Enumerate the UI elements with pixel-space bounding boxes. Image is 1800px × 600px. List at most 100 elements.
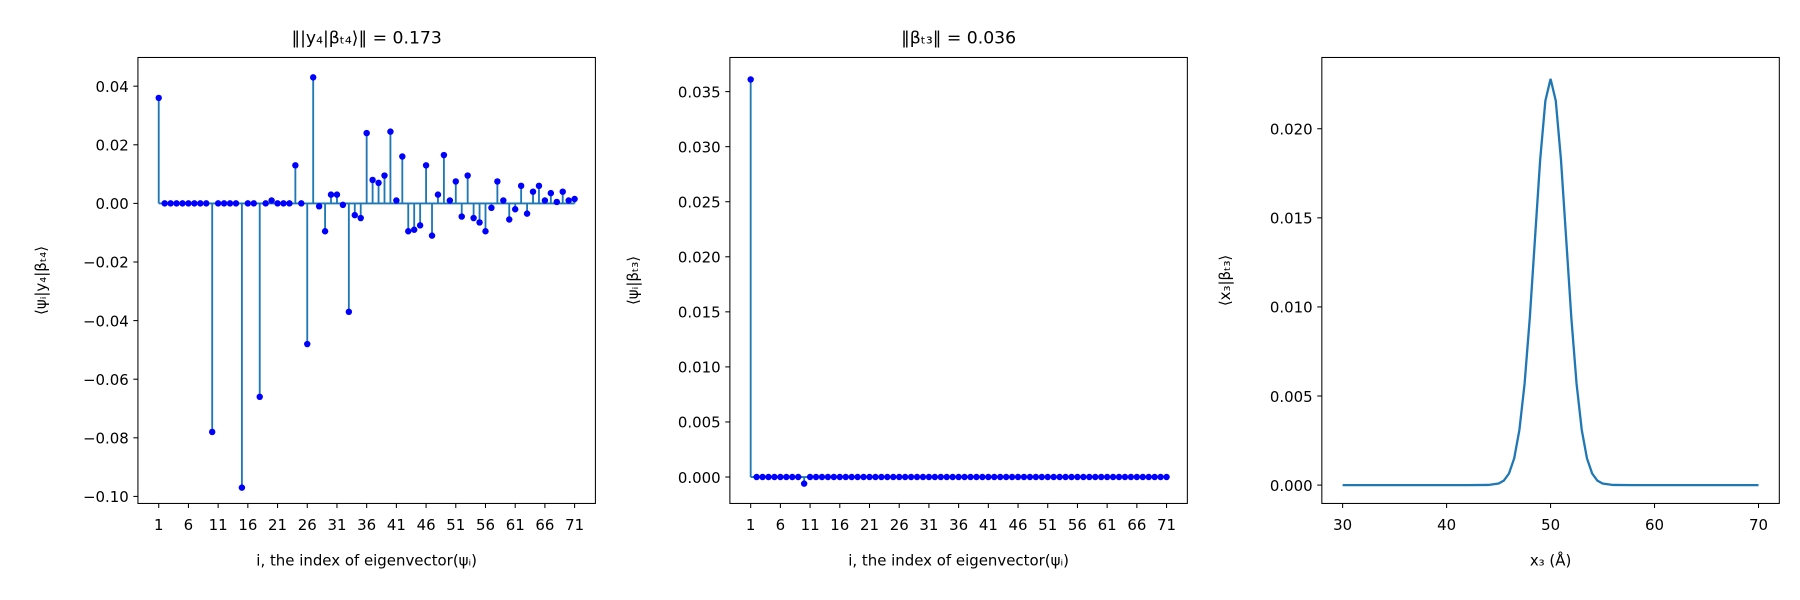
subplot: x₃ (Å) ⟨x₃|βₜ₃⟩ 30 40 50 60 70 0.000 0.005 0.010 0… — [1216, 56, 1780, 570]
stem-marker — [232, 200, 240, 207]
stem-marker — [529, 188, 537, 195]
stem-marker — [494, 178, 501, 185]
stem-marker — [458, 213, 465, 220]
stem-marker — [1026, 473, 1034, 481]
stem-marker — [973, 473, 980, 481]
stem-marker — [351, 211, 359, 219]
stem-marker — [1002, 473, 1010, 481]
stem-marker — [1109, 473, 1117, 481]
stem-marker — [878, 473, 885, 481]
stem-marker — [191, 200, 198, 207]
stem-marker — [1151, 473, 1158, 481]
stem-marker — [422, 162, 430, 169]
stem-marker — [226, 200, 234, 207]
x-tick-label: 41 — [387, 516, 406, 534]
y-axis-label: ⟨x₃|βₜ₃⟩ — [1216, 255, 1234, 306]
stem-marker — [824, 473, 832, 481]
x-tick-label: 61 — [506, 516, 525, 534]
stem-marker — [1068, 473, 1075, 481]
stem-marker — [955, 473, 962, 481]
stem-marker — [393, 197, 400, 204]
x-tick-label: 11 — [801, 516, 820, 534]
x-tick-label: 71 — [565, 516, 584, 534]
x-tick-label: 60 — [1645, 516, 1664, 534]
stem-marker — [571, 195, 578, 203]
stem-marker — [919, 473, 927, 481]
x-tick-label: 6 — [776, 516, 786, 534]
stem-marker — [434, 191, 442, 198]
y-tick-label: −0.06 — [83, 371, 129, 389]
stem-marker — [470, 214, 477, 222]
stem-marker — [777, 473, 784, 481]
stem-marker — [854, 473, 861, 481]
stem-marker — [967, 473, 974, 481]
stem-marker — [416, 222, 424, 229]
stem-marker — [747, 76, 754, 83]
stem-marker — [1163, 473, 1170, 481]
y-tick-label: −0.02 — [83, 254, 129, 272]
y-tick-label: 0.030 — [678, 138, 721, 156]
x-tick-label: 1 — [746, 516, 756, 534]
stem-marker — [250, 200, 258, 207]
stem-marker — [488, 204, 495, 212]
x-axis-label: i, the index of eigenvector(ψᵢ) — [256, 552, 477, 570]
x-axis-label: i, the index of eigenvector(ψᵢ) — [848, 552, 1069, 570]
stem-marker — [925, 473, 933, 481]
subplot-title: ‖βₜ₃‖ = 0.036 — [901, 29, 1016, 49]
stem-marker — [1020, 473, 1028, 481]
stem-marker — [452, 178, 460, 185]
stem-marker — [890, 473, 897, 481]
y-tick-label: 0.015 — [1270, 210, 1313, 228]
stem-marker — [1133, 473, 1141, 481]
y-tick-label: 0.020 — [1270, 120, 1313, 138]
stem-marker — [866, 473, 873, 481]
stem-marker — [268, 197, 275, 204]
y-tick-label: 0.000 — [1270, 477, 1313, 495]
line — [1342, 78, 1759, 487]
stem-marker — [292, 162, 299, 169]
stem-marker — [547, 189, 555, 197]
stem-marker — [511, 206, 519, 213]
x-tick-label: 36 — [357, 516, 376, 534]
stem-marker — [1074, 473, 1081, 481]
stem-marker — [375, 179, 382, 187]
stem-marker — [1056, 473, 1063, 481]
stem-marker — [800, 480, 808, 487]
stem-marker — [369, 176, 376, 184]
stem-marker — [806, 473, 814, 481]
x-tick-label: 40 — [1437, 516, 1456, 534]
stem-marker — [765, 473, 772, 481]
stem-marker — [830, 473, 838, 481]
stem-marker — [771, 473, 778, 481]
x-tick-label: 41 — [979, 516, 998, 534]
subplot-title: ‖|y₄|βₜ₄⟩‖ = 0.173 — [291, 29, 441, 49]
stem-marker — [872, 473, 879, 481]
stem-marker — [238, 484, 246, 491]
stem-marker — [298, 200, 305, 207]
x-tick-label: 6 — [184, 516, 194, 534]
y-axis-label: ⟨ψᵢ|y₄|βₜ₄⟩ — [32, 246, 50, 315]
stem-marker — [523, 210, 531, 217]
y-tick-label: 0.015 — [678, 304, 721, 322]
stem-marker — [1080, 473, 1087, 481]
stem-marker — [256, 393, 263, 401]
stem-marker — [262, 200, 269, 207]
stem-marker — [214, 200, 222, 207]
stem-marker — [464, 172, 471, 179]
stem-marker — [244, 200, 252, 207]
stem-marker — [1115, 473, 1123, 481]
x-tick-label: 11 — [209, 516, 228, 534]
y-tick-label: 0.005 — [1270, 388, 1313, 406]
x-tick-label: 26 — [890, 516, 909, 534]
stem-marker — [363, 129, 370, 137]
x-tick-label: 51 — [1038, 516, 1057, 534]
stem-marker — [387, 128, 394, 135]
stem-marker — [783, 473, 790, 481]
stem-marker — [818, 473, 826, 481]
stem-marker — [1157, 473, 1164, 481]
stem-marker — [220, 200, 228, 207]
stem-marker — [949, 473, 956, 481]
stem-marker — [506, 216, 513, 223]
stem-marker — [399, 153, 406, 160]
stem-marker — [1032, 473, 1040, 481]
